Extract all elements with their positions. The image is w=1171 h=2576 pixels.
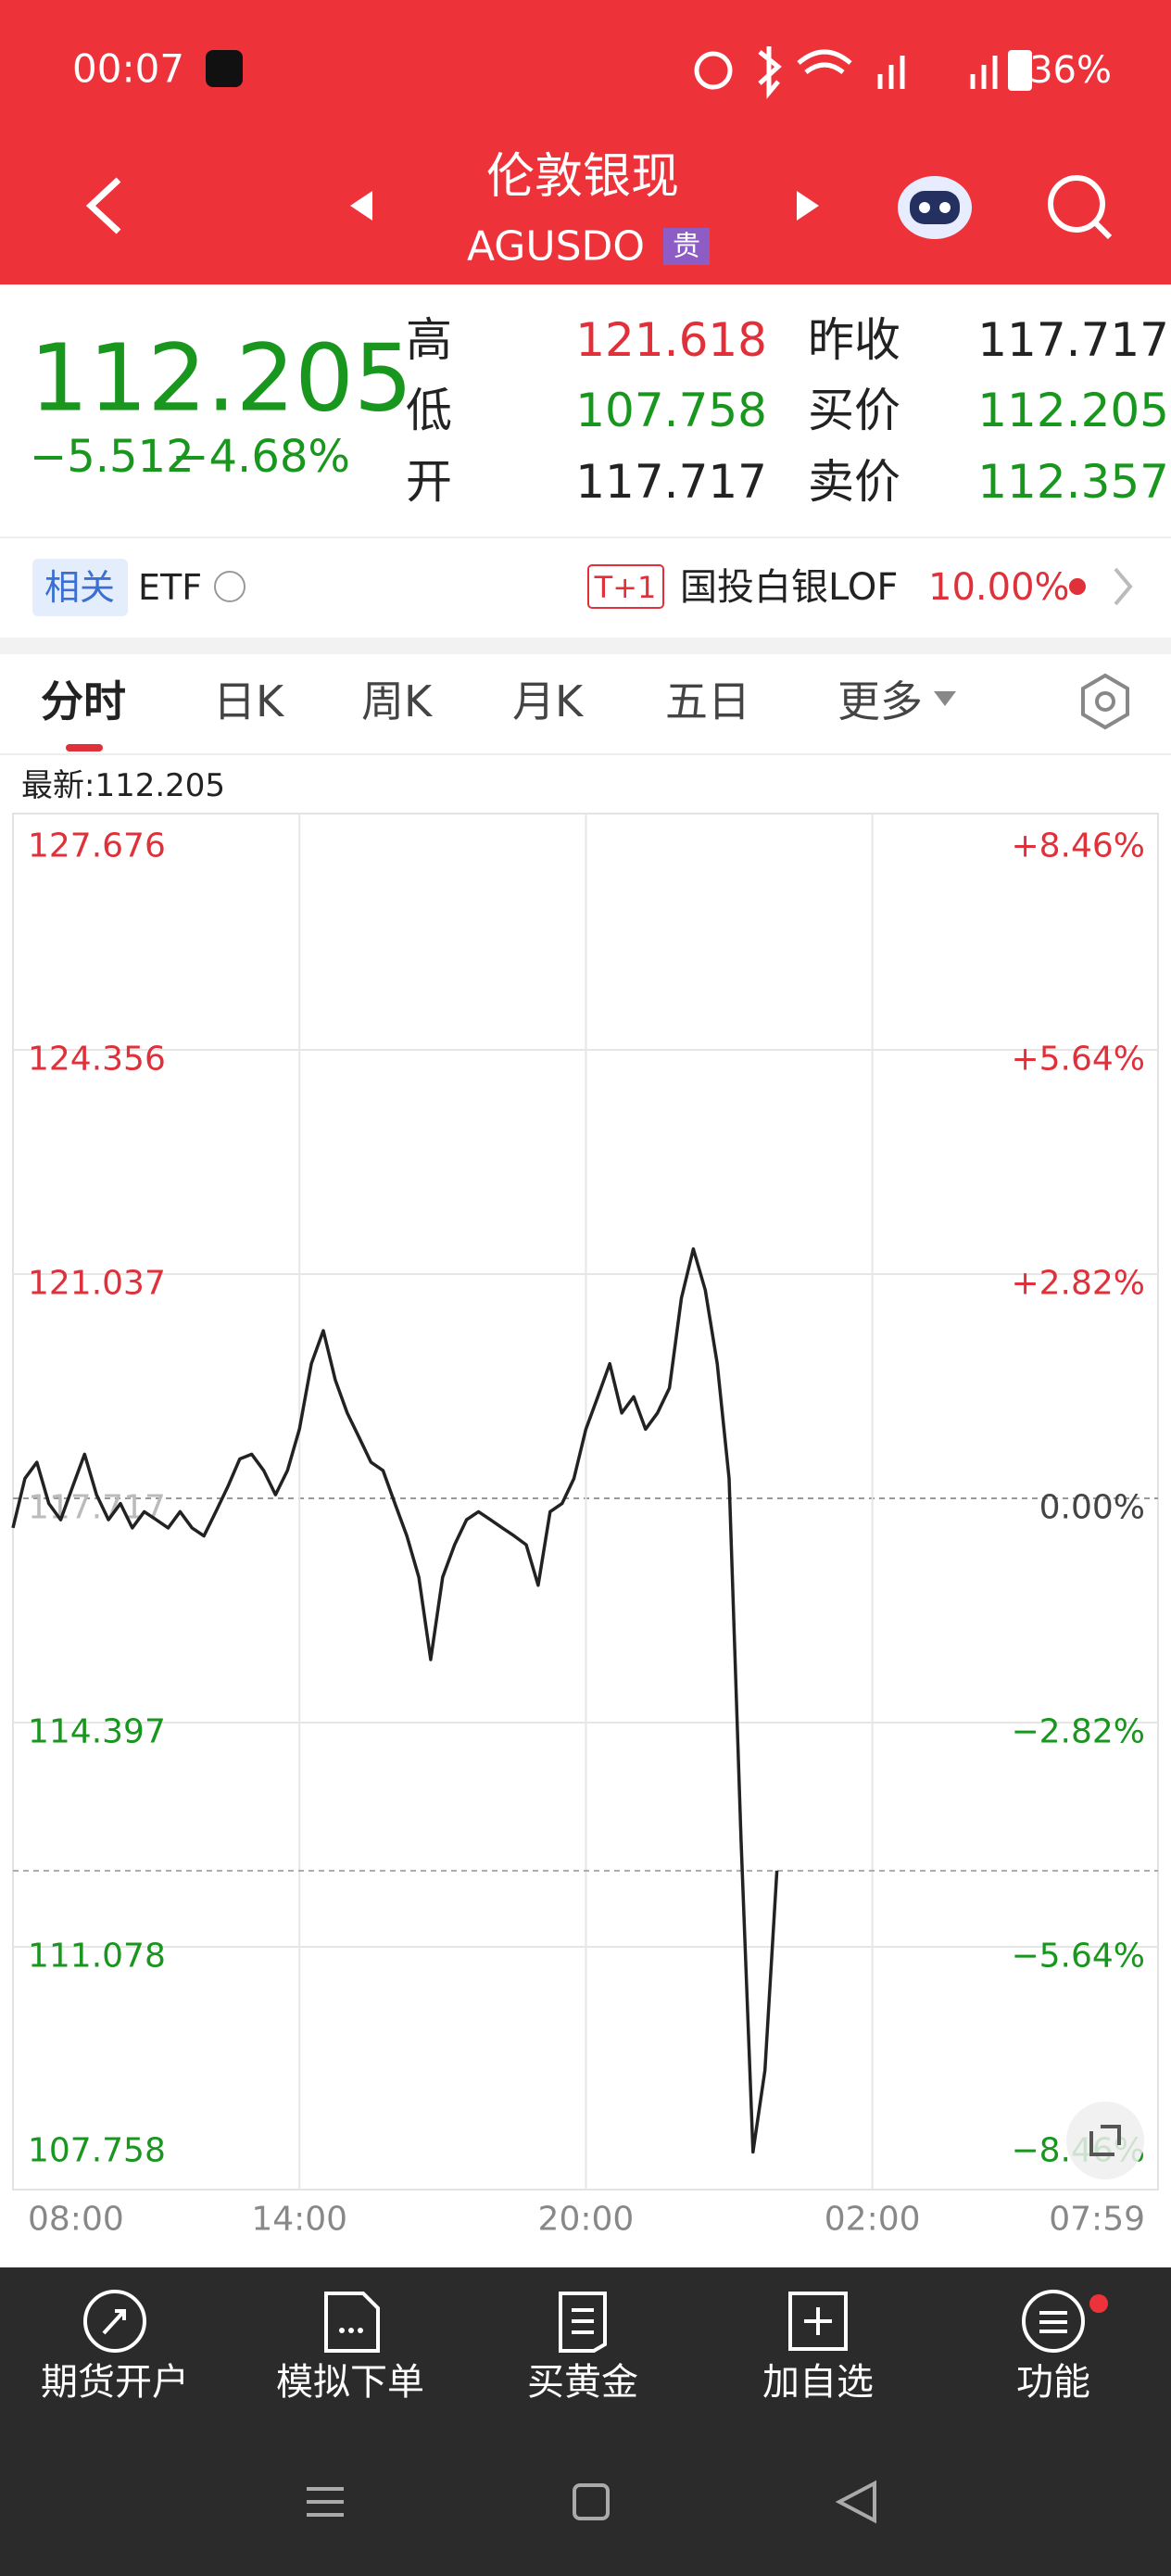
tabs: 分时 日K 周K 月K 五日 更多 <box>41 676 923 726</box>
t1-bg <box>587 564 664 609</box>
label: 低 <box>406 384 452 437</box>
prev-button[interactable] <box>350 191 372 221</box>
y2-tick-label: +2.82% <box>1011 1265 1145 1303</box>
t1-tag: T+1 <box>594 570 657 605</box>
band <box>0 638 1171 654</box>
x-tick-label: 07:59 <box>1049 2201 1145 2239</box>
y-tick-label: 124.356 <box>28 1041 166 1079</box>
price-line <box>11 1247 779 2154</box>
bottom-bar <box>0 2267 1171 2576</box>
quote-table: 高 121.618 昨收 117.717 低 107.758 买价 112.20… <box>406 313 1169 509</box>
related-bg <box>32 559 128 616</box>
dot <box>1069 578 1086 595</box>
tab[interactable]: 日K <box>213 676 285 726</box>
fund[interactable]: 国投白银LOF <box>680 566 898 609</box>
value: 107.758 <box>575 384 767 437</box>
dropdown <box>934 691 956 706</box>
battery: 36% <box>1029 49 1112 92</box>
value: 112.205 <box>977 384 1169 437</box>
value: 121.618 <box>575 313 767 367</box>
related-label: 相关 <box>44 567 115 608</box>
app-icon <box>206 50 243 87</box>
x-tick-label: 14:00 <box>251 2201 347 2239</box>
etf[interactable]: ETF <box>138 567 202 608</box>
y-tick-label: 121.037 <box>28 1264 166 1302</box>
tag: 贵 <box>673 231 700 263</box>
tag-bg <box>663 228 710 265</box>
y2-tick-label: −2.82% <box>1011 1713 1145 1751</box>
value: 117.717 <box>977 313 1169 367</box>
tab[interactable]: 周K <box>361 676 434 726</box>
y-tick-label: 127.676 <box>28 827 166 865</box>
fund-pct: 10.00% <box>928 566 1070 609</box>
status-time: 00:07 <box>72 46 184 92</box>
x-tick-label: 02:00 <box>825 2201 921 2239</box>
nav-item[interactable]: 加自选 <box>762 2361 874 2404</box>
nav-item[interactable]: 期货开户 <box>41 2361 189 2404</box>
y-tick-label: 107.758 <box>28 2132 166 2170</box>
tab[interactable]: 更多 <box>837 676 923 726</box>
y-tick-label: 114.397 <box>28 1713 166 1751</box>
y2-tick-label: +8.46% <box>1011 827 1145 865</box>
code: AGUSDO <box>467 223 645 271</box>
title: 伦敦银现 <box>486 149 679 205</box>
x-tick-label: 08:00 <box>28 2201 124 2239</box>
assistant-button[interactable] <box>898 176 972 239</box>
back-button[interactable] <box>85 177 121 234</box>
badge <box>1089 2294 1108 2313</box>
help-icon[interactable] <box>214 571 246 602</box>
value: 117.717 <box>575 455 767 509</box>
tab[interactable]: 月K <box>512 676 585 726</box>
settings-dot <box>1095 691 1115 712</box>
next-button[interactable] <box>797 191 819 221</box>
y2-tick-label: 0.00% <box>1039 1489 1145 1527</box>
nav-item[interactable]: 买黄金 <box>527 2361 638 2404</box>
label: 开 <box>406 455 452 509</box>
change-pct: −4.68% <box>171 431 350 483</box>
x-tick-label: 20:00 <box>538 2201 635 2239</box>
dot <box>348 2328 354 2333</box>
label: 买价 <box>808 384 900 437</box>
value: 112.357 <box>977 455 1169 509</box>
tab[interactable]: 分时 <box>41 676 126 726</box>
nav-item[interactable]: 模拟下单 <box>276 2361 424 2404</box>
expand-button[interactable] <box>1066 2102 1144 2179</box>
label: 高 <box>406 313 452 367</box>
label: 昨收 <box>808 313 900 367</box>
tab[interactable]: 五日 <box>665 676 750 726</box>
label: 卖价 <box>808 455 900 509</box>
search-button[interactable] <box>1048 175 1113 240</box>
dot <box>358 2328 363 2333</box>
chevron[interactable] <box>1114 567 1133 606</box>
dot <box>339 2328 345 2333</box>
nav-item[interactable]: 功能 <box>1016 2361 1090 2404</box>
y2-tick-label: −5.64% <box>1011 1938 1145 1976</box>
latest: 最新:112.205 <box>21 767 225 804</box>
tab-underline <box>66 744 103 751</box>
settings[interactable] <box>1081 673 1129 730</box>
nav: 期货开户 模拟下单 买黄金 加自选 功能 <box>41 2361 1090 2404</box>
change: −5.512 <box>30 431 195 483</box>
price: 112.205 <box>30 324 413 433</box>
battery-icon <box>1008 50 1032 91</box>
status-icons <box>694 46 998 99</box>
nav-icons <box>83 2290 1085 2353</box>
chart: 127.676124.356121.037117.717114.397111.0… <box>11 814 1158 2239</box>
header-bg <box>0 0 1171 284</box>
system-nav <box>307 2480 876 2524</box>
y-tick-label: 111.078 <box>28 1937 166 1975</box>
y2-tick-label: +5.64% <box>1011 1041 1145 1079</box>
